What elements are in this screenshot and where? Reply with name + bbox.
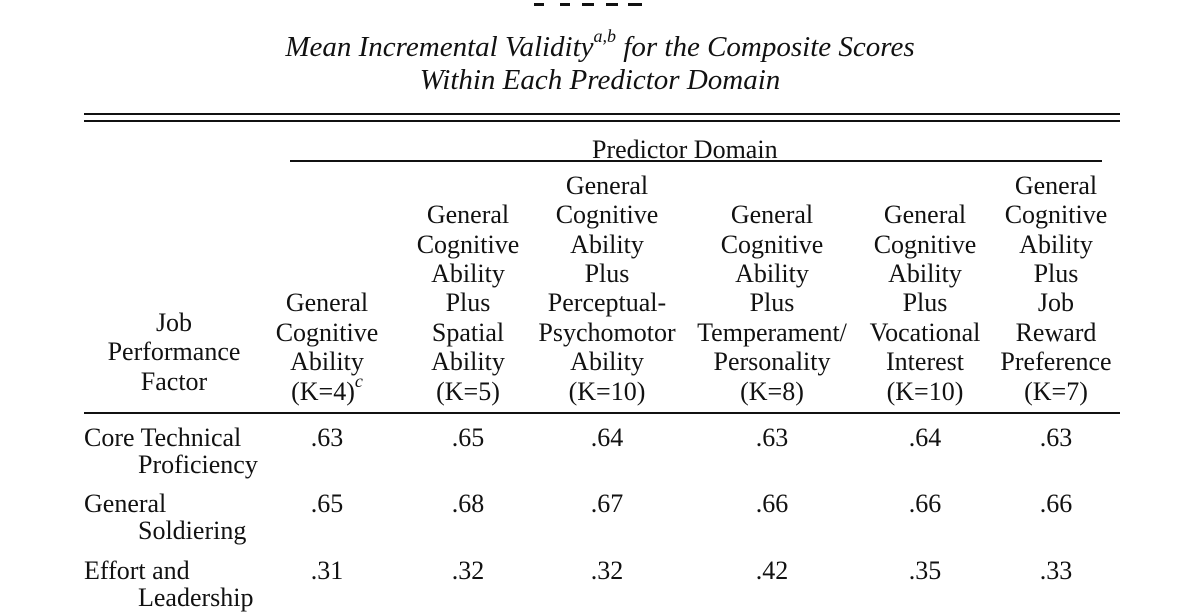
row-label-line: General xyxy=(84,489,167,518)
column-header-line: Ability xyxy=(431,347,505,377)
column-header-line: Cognitive xyxy=(275,317,379,347)
column-header-line: Personality xyxy=(713,347,831,377)
table-cell: .66 xyxy=(755,489,789,518)
top-rule xyxy=(84,113,1120,115)
column-header-line: General xyxy=(730,200,814,230)
table-cell: .35 xyxy=(908,556,942,585)
column-header-line: Ability xyxy=(290,347,364,377)
row-label-line: Proficiency xyxy=(138,450,258,479)
table-cell: .68 xyxy=(451,489,485,518)
table-cell: .65 xyxy=(310,489,344,518)
column-header-3: General Cognitive Ability Plus Perceptual- Ps… xyxy=(538,171,675,406)
column-header-line: Plus xyxy=(749,288,795,318)
row-label-line: Effort and xyxy=(84,556,190,585)
row-label: Core Technical Proficiency xyxy=(84,424,258,478)
column-header-line: Plus xyxy=(1033,258,1079,288)
top-rule-second xyxy=(84,120,1120,122)
column-header-line: Psychomotor xyxy=(538,317,676,347)
table-cell: .64 xyxy=(908,423,942,452)
column-header-line: Vocational xyxy=(869,317,981,347)
column-header-line: Ability xyxy=(1019,229,1093,259)
table-cell: .67 xyxy=(590,489,624,518)
table-cell: .63 xyxy=(755,423,789,452)
column-k-count: (K=10) xyxy=(886,376,964,406)
column-header-line: Ability xyxy=(735,258,809,288)
column-header-line: Cognitive xyxy=(555,200,659,230)
footnote-marker: c xyxy=(354,370,363,391)
column-header-line: Temperament/ xyxy=(697,317,847,347)
column-header-line: General xyxy=(285,288,369,318)
column-header-line: General xyxy=(883,200,967,230)
column-headers: General Cognitive Ability (K=4)c General Cogn… xyxy=(0,160,1200,406)
row-label-line: Core Technical xyxy=(84,423,242,452)
row-label-line: Soldiering xyxy=(138,516,247,545)
column-header-5: General Cognitive Ability Plus Vocational Int… xyxy=(870,200,981,406)
row-label: General Soldiering xyxy=(84,490,246,544)
stub-header: Job Performance Factor xyxy=(107,308,241,396)
column-header-line: Cognitive xyxy=(873,229,977,259)
spanner-rule xyxy=(290,160,1102,162)
column-header-line: Ability xyxy=(570,347,644,377)
column-header-6: General Cognitive Ability Plus Job Reward Pref… xyxy=(1000,171,1111,406)
column-header-line: General xyxy=(565,170,649,200)
table-cell: .32 xyxy=(590,556,624,585)
header-rule xyxy=(84,412,1120,414)
column-header-line: Ability xyxy=(431,258,505,288)
column-header-line: Plus xyxy=(584,258,630,288)
column-header-line: Reward xyxy=(1015,317,1097,347)
table-cell: .65 xyxy=(451,423,485,452)
table-cell: .64 xyxy=(590,423,624,452)
column-header-line: Plus xyxy=(445,288,491,318)
table-cell: .31 xyxy=(310,556,344,585)
table-cell: .42 xyxy=(755,556,789,585)
column-header-line: Perceptual- xyxy=(547,288,667,318)
table-cell: .66 xyxy=(1039,489,1073,518)
table-cell: .32 xyxy=(451,556,485,585)
column-header-line: Spatial xyxy=(431,317,505,347)
column-header-line: Job xyxy=(1037,288,1075,318)
column-header-4: General Cognitive Ability Plus Temperament/P… xyxy=(697,200,847,406)
table-title-line-1: Mean Incremental Validitya,b for the Com… xyxy=(285,26,915,63)
column-header-line: General xyxy=(426,200,510,230)
column-header-2: General Cognitive Ability Plus Spatial Abilit… xyxy=(417,200,520,406)
column-header-line: Cognitive xyxy=(416,229,520,259)
column-k-count: (K=8) xyxy=(740,376,804,406)
table-cell: .63 xyxy=(1039,423,1073,452)
table-cell: .63 xyxy=(310,423,344,452)
table-number-fragment xyxy=(520,0,660,6)
column-header-line: Ability xyxy=(888,258,962,288)
table-title-line-2: Within Each Predictor Domain xyxy=(419,64,781,96)
column-header-line: Cognitive xyxy=(1004,200,1108,230)
column-header-line: Plus xyxy=(902,288,948,318)
column-header-line: Ability xyxy=(570,229,644,259)
column-header-1: General Cognitive Ability (K=4)c xyxy=(276,288,379,406)
row-label-line: Leadership xyxy=(138,583,254,612)
column-header-line: Interest xyxy=(886,347,964,377)
spanner-predictor-domain: Predictor Domain xyxy=(592,135,778,164)
row-label: Effort and Leadership xyxy=(84,557,254,611)
column-header-line: Preference xyxy=(1000,347,1112,377)
column-k-count: (K=5) xyxy=(436,376,500,406)
column-k-count: (K=7) xyxy=(1024,376,1088,406)
column-k-count: (K=4)c xyxy=(291,370,363,406)
table-cell: .66 xyxy=(908,489,942,518)
column-k-count: (K=10) xyxy=(568,376,646,406)
column-header-line: Cognitive xyxy=(720,229,824,259)
table-cell: .33 xyxy=(1039,556,1073,585)
column-header-line: General xyxy=(1014,170,1098,200)
